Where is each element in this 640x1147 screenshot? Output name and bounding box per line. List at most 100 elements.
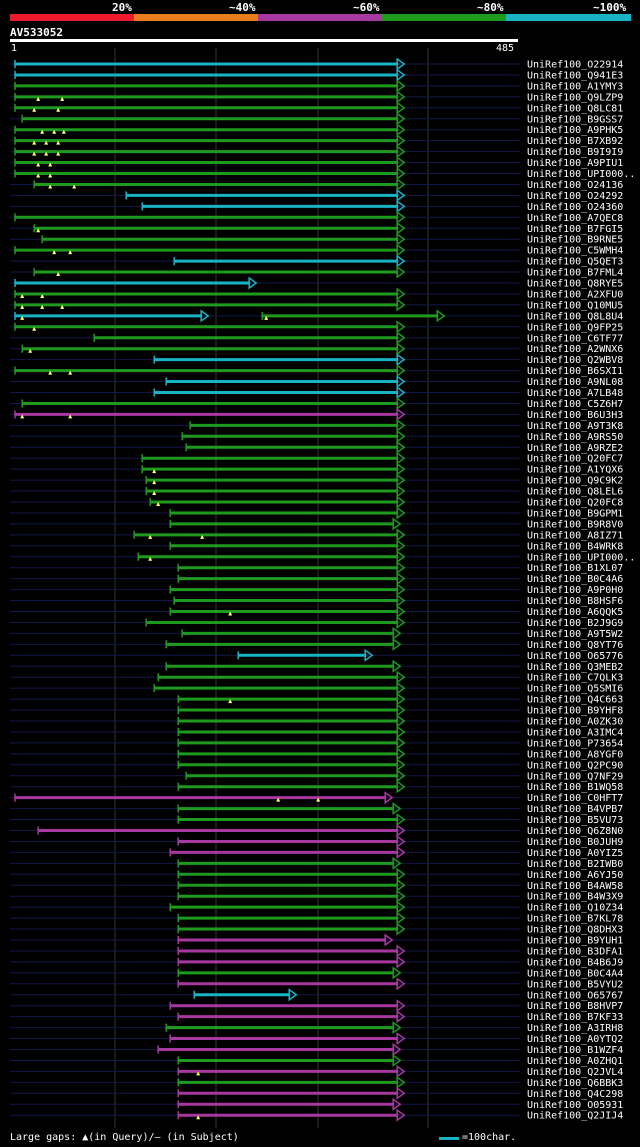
hit-label[interactable]: UniRef100_B6SXI1 bbox=[527, 366, 623, 377]
hit-label[interactable]: UniRef100_Q9C9K2 bbox=[527, 476, 623, 487]
hit-row[interactable]: UniRef100_Q9FP25 bbox=[10, 320, 623, 334]
hit-row[interactable]: UniRef100_Q2PC90 bbox=[10, 758, 623, 772]
hit-label[interactable]: UniRef100_Q4C298 bbox=[527, 1089, 623, 1100]
hit-label[interactable]: UniRef100_B4B6J9 bbox=[527, 957, 623, 968]
hit-label[interactable]: UniRef100_A9PIU1 bbox=[527, 158, 623, 169]
hit-label[interactable]: UniRef100_Q9LZP9 bbox=[527, 92, 623, 103]
hit-row[interactable]: UniRef100_A9PIU1 bbox=[10, 156, 623, 170]
hit-row[interactable]: UniRef100_B7FGI5 bbox=[10, 221, 623, 235]
hit-label[interactable]: UniRef100_Q7NF29 bbox=[527, 771, 623, 782]
hit-label[interactable]: UniRef100_O22914 bbox=[527, 60, 623, 71]
hit-row[interactable]: UniRef100_A0YIZ5 bbox=[10, 845, 623, 859]
hit-row[interactable]: UniRef100_B7KF33 bbox=[10, 1010, 623, 1024]
hit-label[interactable]: UniRef100_Q941E3 bbox=[527, 70, 623, 81]
hit-row[interactable]: UniRef100_A9RS50 bbox=[10, 429, 623, 443]
hit-label[interactable]: UniRef100_B0C4A4 bbox=[527, 968, 623, 979]
hit-label[interactable]: UniRef100_B7KF33 bbox=[527, 1012, 623, 1023]
hit-label[interactable]: UniRef100_Q8L8U4 bbox=[527, 311, 623, 322]
hit-row[interactable]: UniRef100_A0ZHQ1 bbox=[10, 1053, 623, 1067]
hit-label[interactable]: UniRef100_B9GPM1 bbox=[527, 508, 623, 519]
hit-label[interactable]: UniRef100_A9P0H0 bbox=[527, 585, 623, 596]
hit-row[interactable]: UniRef100_B9YUH1 bbox=[10, 933, 623, 947]
hit-label[interactable]: UniRef100_B5VU73 bbox=[527, 815, 623, 826]
hit-row[interactable]: UniRef100_B9I9I9 bbox=[10, 145, 623, 159]
hit-row[interactable]: UniRef100_A3IRH8 bbox=[10, 1021, 623, 1035]
hit-row[interactable]: UniRef100_A9P0H0 bbox=[10, 583, 623, 597]
hit-label[interactable]: UniRef100_C6TF77 bbox=[527, 333, 623, 344]
hit-label[interactable]: UniRef100_B8HVP7 bbox=[527, 1001, 623, 1012]
hit-row[interactable]: UniRef100_Q3MEB2 bbox=[10, 659, 623, 673]
hit-label[interactable]: UniRef100_B6U3H3 bbox=[527, 410, 623, 421]
hit-row[interactable]: UniRef100_Q8LC81 bbox=[10, 101, 623, 115]
hit-row[interactable]: UniRef100_B9GSS7 bbox=[10, 112, 623, 126]
hit-label[interactable]: UniRef100_A9NL08 bbox=[527, 377, 623, 388]
hit-label[interactable]: UniRef100_B7XB92 bbox=[527, 136, 623, 147]
hit-label[interactable]: UniRef100_A9PHK5 bbox=[527, 125, 623, 136]
hit-row[interactable]: UniRef100_Q10MU5 bbox=[10, 298, 623, 312]
hit-label[interactable]: UniRef100_B4W3X9 bbox=[527, 892, 623, 903]
hit-label[interactable]: UniRef100_Q8LC81 bbox=[527, 103, 623, 114]
hit-row[interactable]: UniRef100_B4W3X9 bbox=[10, 889, 623, 903]
hit-label[interactable]: UniRef100_Q4C663 bbox=[527, 695, 623, 706]
hit-row[interactable]: UniRef100_B6SXI1 bbox=[10, 364, 623, 378]
hit-label[interactable]: UniRef100_C0HFT7 bbox=[527, 793, 623, 804]
hit-row[interactable]: UniRef100_A0YTQ2 bbox=[10, 1032, 623, 1046]
hit-row[interactable]: UniRef100_B9GPM1 bbox=[10, 506, 623, 520]
hit-label[interactable]: UniRef100_A6YJ50 bbox=[527, 870, 623, 881]
hit-row[interactable]: UniRef100_Q8DHX3 bbox=[10, 922, 623, 936]
hit-label[interactable]: UniRef100_B1WZF4 bbox=[527, 1045, 623, 1056]
hit-label[interactable]: UniRef100_B4WRK8 bbox=[527, 541, 623, 552]
hit-row[interactable]: UniRef100_Q9C9K2 bbox=[10, 473, 623, 487]
hit-row[interactable]: UniRef100_A8IZ71 bbox=[10, 528, 623, 542]
hit-label[interactable]: UniRef100_B8HSF6 bbox=[527, 596, 623, 607]
hit-row[interactable]: UniRef100_A9T3K8 bbox=[10, 418, 623, 432]
hit-label[interactable]: UniRef100_C5Z6H7 bbox=[527, 399, 623, 410]
hit-row[interactable]: UniRef100_Q8L8U4 bbox=[10, 309, 623, 323]
hit-row[interactable]: UniRef100_Q7NF29 bbox=[10, 769, 623, 783]
hit-label[interactable]: UniRef100_B9GSS7 bbox=[527, 114, 623, 125]
hit-row[interactable]: UniRef100_B3DFA1 bbox=[10, 944, 623, 958]
hit-label[interactable]: UniRef100_B9RNE5 bbox=[527, 235, 623, 246]
hit-label[interactable]: UniRef100_B7FGI5 bbox=[527, 224, 623, 235]
hit-row[interactable]: UniRef100_B0C4A4 bbox=[10, 966, 623, 980]
hit-row[interactable]: UniRef100_O05931 bbox=[10, 1097, 623, 1111]
hit-row[interactable]: UniRef100_B4WRK8 bbox=[10, 539, 623, 553]
hit-label[interactable]: UniRef100_A0ZK30 bbox=[527, 717, 623, 728]
hit-label[interactable]: UniRef100_B7KL78 bbox=[527, 914, 623, 925]
hit-row[interactable]: UniRef100_C6TF77 bbox=[10, 331, 623, 345]
hit-row[interactable]: UniRef100_O24292 bbox=[10, 188, 623, 202]
hit-row[interactable]: UniRef100_O22914 bbox=[10, 57, 623, 71]
hit-label[interactable]: UniRef100_B1WQ58 bbox=[527, 782, 623, 793]
hit-label[interactable]: UniRef100_Q9FP25 bbox=[527, 322, 623, 333]
hit-row[interactable]: UniRef100_A2XFU0 bbox=[10, 287, 623, 301]
hit-row[interactable]: UniRef100_B5VYU2 bbox=[10, 977, 623, 991]
hit-row[interactable]: UniRef100_O24360 bbox=[10, 199, 623, 213]
hit-label[interactable]: UniRef100_B2IWB0 bbox=[527, 859, 623, 870]
hit-row[interactable]: UniRef100_Q20FC7 bbox=[10, 451, 623, 465]
hit-label[interactable]: UniRef100_A7QEC8 bbox=[527, 213, 623, 224]
hit-row[interactable]: UniRef100_B7FML4 bbox=[10, 265, 623, 279]
hit-label[interactable]: UniRef100_B9I9I9 bbox=[527, 147, 623, 158]
hit-label[interactable]: UniRef100_B0C4A6 bbox=[527, 574, 623, 585]
hit-row[interactable]: UniRef100_A9NL08 bbox=[10, 375, 623, 389]
hit-label[interactable]: UniRef100_Q20FC8 bbox=[527, 498, 623, 509]
hit-label[interactable]: UniRef100_B4AW58 bbox=[527, 881, 623, 892]
hit-label[interactable]: UniRef100_B7FML4 bbox=[527, 268, 623, 279]
hit-label[interactable]: UniRef100_A3IMC4 bbox=[527, 727, 623, 738]
hit-row[interactable]: UniRef100_O24136 bbox=[10, 177, 623, 191]
hit-label[interactable]: UniRef100_Q10MU5 bbox=[527, 300, 623, 311]
hit-row[interactable]: UniRef100_A2WNX6 bbox=[10, 342, 623, 356]
hit-label[interactable]: UniRef100_B5VYU2 bbox=[527, 979, 623, 990]
hit-label[interactable]: UniRef100_B4VPB7 bbox=[527, 804, 623, 815]
hit-row[interactable]: UniRef100_Q5QET3 bbox=[10, 254, 623, 268]
hit-row[interactable]: UniRef100_UPI000.. bbox=[10, 167, 635, 181]
hit-label[interactable]: UniRef100_A2XFU0 bbox=[527, 289, 623, 300]
hit-label[interactable]: UniRef100_A2WNX6 bbox=[527, 344, 623, 355]
hit-row[interactable]: UniRef100_A1YMY3 bbox=[10, 79, 623, 93]
hit-row[interactable]: UniRef100_A0ZK30 bbox=[10, 714, 623, 728]
hit-label[interactable]: UniRef100_Q2JVL4 bbox=[527, 1067, 623, 1078]
hit-row[interactable]: UniRef100_B4B6J9 bbox=[10, 955, 623, 969]
hit-row[interactable]: UniRef100_Q2JIJ4 bbox=[10, 1108, 623, 1122]
hit-row[interactable]: UniRef100_B9RNE5 bbox=[10, 232, 623, 246]
hit-row[interactable]: UniRef100_B0JUH9 bbox=[10, 834, 623, 848]
